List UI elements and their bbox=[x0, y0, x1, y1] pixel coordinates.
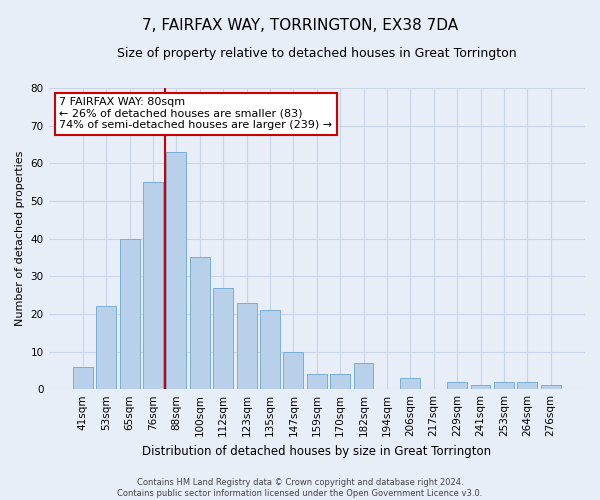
Bar bbox=[517, 382, 537, 389]
Bar bbox=[236, 302, 257, 389]
Bar bbox=[447, 382, 467, 389]
Text: 7 FAIRFAX WAY: 80sqm
← 26% of detached houses are smaller (83)
74% of semi-detac: 7 FAIRFAX WAY: 80sqm ← 26% of detached h… bbox=[59, 97, 332, 130]
X-axis label: Distribution of detached houses by size in Great Torrington: Distribution of detached houses by size … bbox=[142, 444, 491, 458]
Title: Size of property relative to detached houses in Great Torrington: Size of property relative to detached ho… bbox=[117, 48, 517, 60]
Bar bbox=[120, 238, 140, 389]
Bar bbox=[213, 288, 233, 389]
Bar bbox=[353, 363, 373, 389]
Bar bbox=[73, 366, 93, 389]
Text: Contains HM Land Registry data © Crown copyright and database right 2024.
Contai: Contains HM Land Registry data © Crown c… bbox=[118, 478, 482, 498]
Bar bbox=[470, 386, 490, 389]
Bar bbox=[283, 352, 304, 389]
Bar bbox=[494, 382, 514, 389]
Bar bbox=[400, 378, 420, 389]
Bar bbox=[97, 306, 116, 389]
Bar bbox=[330, 374, 350, 389]
Bar bbox=[190, 258, 210, 389]
Bar bbox=[143, 182, 163, 389]
Bar bbox=[166, 152, 187, 389]
Y-axis label: Number of detached properties: Number of detached properties bbox=[15, 151, 25, 326]
Bar bbox=[541, 386, 560, 389]
Text: 7, FAIRFAX WAY, TORRINGTON, EX38 7DA: 7, FAIRFAX WAY, TORRINGTON, EX38 7DA bbox=[142, 18, 458, 32]
Bar bbox=[307, 374, 327, 389]
Bar bbox=[260, 310, 280, 389]
